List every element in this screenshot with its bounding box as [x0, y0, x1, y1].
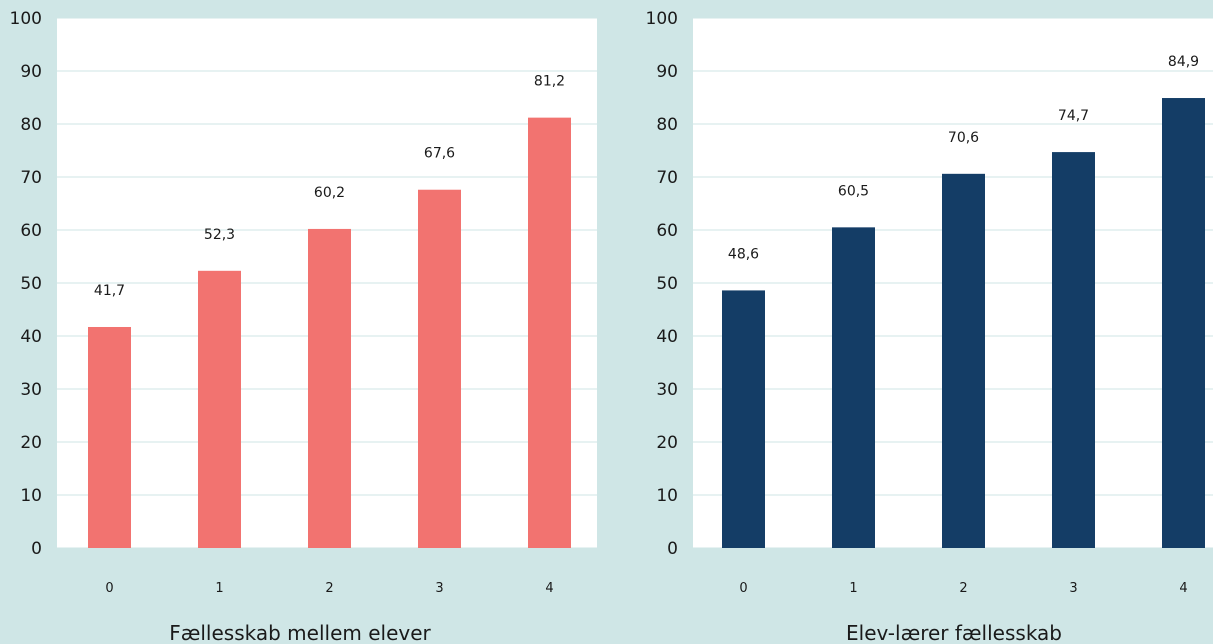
y-tick-label: 70 — [656, 168, 678, 188]
x-tick-label: 4 — [1179, 581, 1187, 596]
y-tick-label: 10 — [20, 486, 42, 506]
y-tick-label: 80 — [656, 115, 678, 135]
bar — [88, 326, 131, 548]
bar — [942, 173, 985, 548]
y-tick-label: 60 — [656, 221, 678, 241]
bar — [198, 270, 241, 548]
bar — [1052, 152, 1095, 548]
x-tick-label: 2 — [959, 581, 967, 596]
data-label: 74,7 — [1058, 108, 1089, 124]
x-tick-label: 1 — [849, 581, 857, 596]
y-tick-label: 80 — [20, 115, 42, 135]
data-label: 48,6 — [728, 246, 759, 262]
bar — [418, 189, 461, 548]
y-tick-label: 50 — [20, 274, 42, 294]
bar — [308, 228, 351, 548]
x-tick-label: 0 — [739, 581, 747, 596]
y-tick-label: 0 — [667, 539, 678, 559]
x-tick-label: 3 — [435, 581, 443, 596]
data-label: 52,3 — [204, 227, 235, 243]
data-label: 81,2 — [534, 74, 565, 90]
x-axis-title: Fællesskab mellem elever — [169, 621, 431, 644]
x-tick-label: 4 — [545, 581, 553, 596]
y-tick-label: 30 — [656, 380, 678, 400]
y-tick-label: 0 — [31, 539, 42, 559]
y-tick-label: 50 — [656, 274, 678, 294]
data-label: 84,9 — [1168, 54, 1199, 70]
data-label: 41,7 — [94, 283, 125, 299]
y-tick-label: 30 — [20, 380, 42, 400]
chart-0: 0 10 20 30 40 50 60 70 80 90 100 41,7 0 52,3 1 60,2 2 67,… — [10, 9, 597, 644]
data-label: 70,6 — [948, 130, 979, 146]
data-label: 60,5 — [838, 183, 869, 199]
y-tick-label: 70 — [20, 168, 42, 188]
y-tick-label: 90 — [656, 62, 678, 82]
y-tick-label: 60 — [20, 221, 42, 241]
x-axis-title: Elev-lærer fællesskab — [846, 621, 1062, 644]
y-tick-label: 90 — [20, 62, 42, 82]
y-tick-label: 20 — [656, 433, 678, 453]
x-tick-label: 0 — [105, 581, 113, 596]
y-tick-label: 20 — [20, 433, 42, 453]
x-tick-label: 2 — [325, 581, 333, 596]
x-tick-label: 1 — [215, 581, 223, 596]
bar — [832, 227, 875, 548]
x-tick-label: 3 — [1069, 581, 1077, 596]
bar — [722, 290, 765, 548]
data-label: 60,2 — [314, 185, 345, 201]
y-tick-label: 40 — [20, 327, 42, 347]
data-label: 67,6 — [424, 146, 455, 162]
bar — [1162, 98, 1205, 548]
chart-1: 0 10 20 30 40 50 60 70 80 90 100 48,6 0 60,5 1 70,6 2 74,… — [646, 9, 1213, 644]
bar — [528, 117, 571, 548]
y-tick-label: 40 — [656, 327, 678, 347]
y-tick-label: 100 — [10, 9, 42, 29]
y-tick-label: 10 — [656, 486, 678, 506]
y-tick-label: 100 — [646, 9, 678, 29]
